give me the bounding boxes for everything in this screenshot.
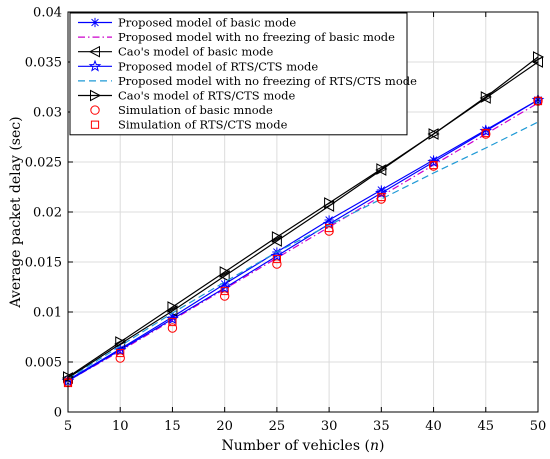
data-point — [377, 192, 386, 202]
y-tick-label: 0 — [54, 406, 62, 421]
legend-swatch-marker — [90, 105, 100, 115]
legend-box — [69, 12, 408, 136]
data-point — [428, 128, 440, 140]
x-tick-label: 45 — [478, 419, 495, 434]
data-point — [218, 270, 230, 282]
x-tick-label: 30 — [321, 419, 338, 434]
data-point — [325, 223, 334, 233]
x-axis-label: Number of vehicles (n) — [222, 438, 385, 454]
y-tick-label: 0.025 — [25, 156, 62, 171]
data-point — [324, 197, 336, 209]
legend-label: Proposed model with no freezing of RTS/C… — [118, 74, 417, 88]
data-point — [168, 317, 177, 327]
x-tick-label: 25 — [269, 419, 286, 434]
data-point — [167, 323, 178, 333]
series-line — [67, 56, 539, 378]
legend-label: Proposed model of RTS/CTS mode — [118, 59, 318, 73]
legend-entry: Cao's model of basic mode — [78, 45, 274, 59]
x-tick-label: 20 — [216, 419, 233, 434]
legend-swatch-marker — [88, 45, 100, 58]
data-point — [219, 291, 230, 301]
data-point — [167, 301, 179, 313]
legend-label: Proposed model with no freezing of basic… — [118, 30, 395, 44]
legend-swatch-marker — [88, 59, 102, 72]
y-tick-label: 0.005 — [25, 356, 62, 371]
data-point — [376, 163, 388, 175]
legend-label: Cao's model of basic mode — [118, 45, 274, 59]
y-tick-label: 0.04 — [33, 6, 62, 21]
data-point — [166, 312, 179, 325]
x-tick-label: 15 — [164, 419, 181, 434]
data-point — [270, 235, 282, 247]
data-point — [375, 164, 387, 176]
data-point — [376, 194, 387, 204]
legend-swatch-marker — [90, 17, 100, 28]
series-2 — [67, 102, 539, 382]
data-point — [270, 249, 284, 262]
data-point — [219, 266, 231, 278]
y-tick-label: 0.02 — [33, 206, 62, 221]
y-tick-label: 0.035 — [25, 56, 62, 71]
legend-swatch-marker — [90, 89, 102, 102]
legend-entry: Proposed model of RTS/CTS mode — [78, 59, 318, 73]
data-point — [115, 353, 125, 363]
y-tick-label: 0.015 — [25, 256, 62, 271]
series-5 — [67, 121, 539, 380]
series-line — [67, 99, 539, 382]
data-point — [116, 348, 125, 358]
x-tick-label: 50 — [530, 419, 547, 434]
y-axis-label: Average packet delay (sec) — [8, 116, 24, 308]
data-point — [427, 155, 440, 168]
data-point — [272, 254, 281, 264]
x-tick-label: 10 — [112, 419, 129, 434]
data-point — [481, 128, 490, 138]
legend-entry: Cao's model of RTS/CTS mode — [78, 89, 296, 103]
series-line — [67, 99, 539, 381]
series-line — [67, 102, 539, 382]
legend-entry: Proposed model of basic mode — [78, 16, 296, 30]
x-tick-label: 40 — [425, 419, 442, 434]
legend-entry: Proposed model with no freezing of basic… — [78, 30, 395, 44]
data-point — [480, 91, 492, 103]
legend-label: Proposed model of basic mode — [118, 16, 296, 30]
series-line — [67, 121, 539, 380]
series-6 — [63, 51, 545, 383]
y-tick-label: 0.03 — [33, 106, 62, 121]
data-point — [271, 231, 283, 243]
legend-entry: Simulation of basic mnode — [90, 103, 273, 117]
data-point — [220, 286, 229, 296]
x-tick-label: 5 — [64, 419, 72, 434]
legend-label: Cao's model of RTS/CTS mode — [118, 89, 296, 103]
data-point — [479, 92, 491, 104]
data-point — [272, 259, 282, 269]
y-tick-label: 0.01 — [33, 306, 62, 321]
data-point — [429, 160, 438, 170]
data-point — [322, 217, 336, 230]
legend-entry: Simulation of RTS/CTS mode — [90, 118, 288, 132]
legend-label: Simulation of basic mnode — [118, 103, 273, 117]
data-point — [115, 336, 127, 348]
legend-label: Simulation of RTS/CTS mode — [118, 118, 288, 132]
legend-swatch-marker — [90, 120, 100, 129]
data-point — [218, 281, 231, 294]
x-tick-label: 35 — [373, 419, 390, 434]
axis-ticks: 5 10 15 20 25 30 35 40 45 50 0 0.005 0.01 0.015 0.02 0.… — [25, 6, 546, 435]
data-point — [324, 226, 334, 236]
legend-entry: Proposed model with no freezing of RTS/C… — [78, 74, 417, 88]
